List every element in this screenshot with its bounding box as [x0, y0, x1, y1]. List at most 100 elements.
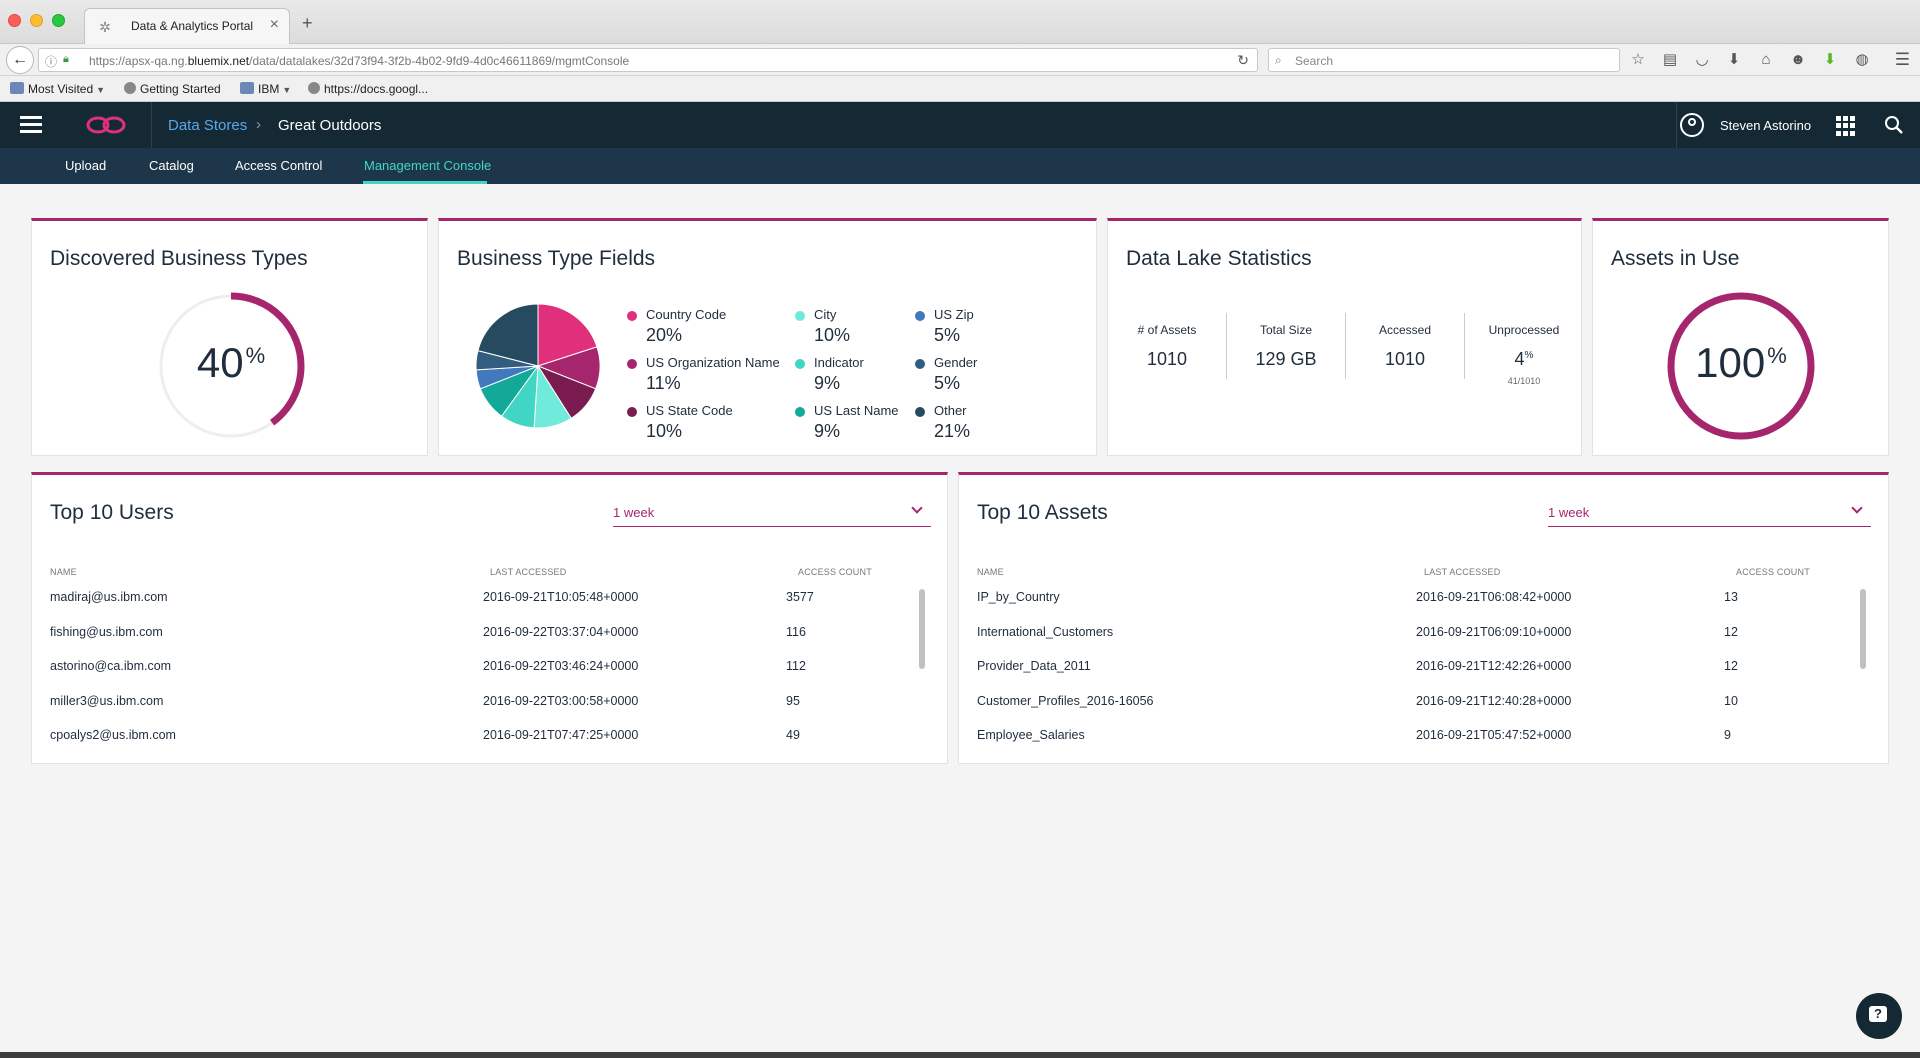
column-header-last-accessed[interactable]: LAST ACCESSED — [1424, 567, 1501, 577]
legend-name: City — [814, 307, 837, 322]
stat-number: 4 — [1514, 349, 1525, 369]
browser-tab[interactable]: ✲ Data & Analytics Portal × — [84, 8, 290, 44]
legend-dot — [915, 407, 925, 417]
help-chat-button[interactable]: ? — [1856, 993, 1902, 1039]
column-header-access-count[interactable]: ACCESS COUNT — [1736, 567, 1810, 577]
period-value: 1 week — [613, 505, 655, 520]
back-button[interactable]: ← — [6, 46, 34, 74]
legend-name: Gender — [934, 355, 978, 370]
table-row[interactable]: astorino@ca.ibm.com 2016-09-22T03:46:24+0… — [32, 659, 947, 693]
hamburger-menu-icon[interactable] — [20, 116, 42, 134]
bookmark-most-visited[interactable]: Most Visited ▼ — [10, 82, 105, 96]
home-icon[interactable]: ⌂ — [1761, 51, 1771, 68]
cell-access-count: 95 — [786, 693, 800, 708]
card-title: Discovered Business Types — [50, 247, 308, 270]
url-bar[interactable]: ⓘ 🔒︎ https://apsx-qa.ng.bluemix.net/data… — [38, 48, 1258, 72]
stat-label: Total Size — [1259, 323, 1313, 337]
stat-assets: # of Assets 1010 — [1108, 323, 1226, 370]
cell-access-count: 116 — [786, 624, 806, 639]
legend-name: US Last Name — [814, 403, 899, 418]
table-row[interactable]: madiraj@us.ibm.com 2016-09-21T10:05:48+00… — [32, 590, 947, 624]
top-users-period-select[interactable]: 1 week — [613, 499, 931, 527]
pocket-icon[interactable]: ◡ — [1695, 51, 1709, 68]
cell-last-accessed: 2016-09-21T07:47:25+0000 — [483, 728, 639, 742]
table-row[interactable]: Provider_Data_2011 2016-09-21T12:42:26+00… — [959, 659, 1888, 693]
close-window-button[interactable] — [8, 14, 21, 27]
business-type-fields-card: Business Type Fields Country Code 20% US O… — [438, 218, 1097, 456]
table-row[interactable]: cpoalys2@us.ibm.com 2016-09-21T07:47:25+0… — [32, 728, 947, 762]
scrollbar-thumb[interactable] — [1860, 589, 1866, 669]
reload-icon[interactable]: ↻ — [1237, 52, 1249, 68]
bookmark-ibm[interactable]: IBM ▼ — [240, 82, 291, 96]
table-row[interactable]: fishing@us.ibm.com 2016-09-22T03:37:04+00… — [32, 625, 947, 659]
column-header-last-accessed[interactable]: LAST ACCESSED — [490, 567, 567, 577]
bookmark-docs[interactable]: https://docs.googl... — [308, 82, 428, 96]
table-row[interactable]: International_Customers 2016-09-21T06:09:… — [959, 625, 1888, 659]
extension-icon[interactable]: ☻ — [1790, 51, 1806, 68]
column-header-name[interactable]: NAME — [977, 567, 1004, 577]
cell-access-count: 10 — [1724, 693, 1738, 708]
info-icon[interactable]: ⓘ — [45, 55, 58, 69]
cell-last-accessed: 2016-09-21T06:08:42+0000 — [1416, 590, 1572, 604]
cell-last-accessed: 2016-09-22T03:37:04+0000 — [483, 624, 639, 639]
new-tab-button[interactable]: + — [302, 13, 313, 33]
table-row[interactable]: IP_by_Country 2016-09-21T06:08:42+0000 13 — [959, 590, 1888, 624]
cell-name: Provider_Data_2011 — [977, 659, 1091, 673]
bookmark-label: https://docs.googl... — [324, 82, 429, 96]
bookmark-star-icon[interactable]: ☆ — [1631, 51, 1645, 68]
tab-title: Data & Analytics Portal — [131, 19, 254, 33]
menu-icon[interactable]: ☰ — [1894, 50, 1910, 69]
download-icon[interactable]: ⬇ — [1727, 51, 1741, 68]
url-text[interactable]: https://apsx-qa.ng.bluemix.net/data/data… — [89, 54, 629, 68]
tab-access-control[interactable]: Access Control — [235, 158, 323, 173]
tab-catalog[interactable]: Catalog — [149, 158, 194, 173]
cell-last-accessed: 2016-09-21T05:47:52+0000 — [1416, 728, 1572, 742]
assets-unit: % — [1767, 343, 1787, 368]
column-header-name[interactable]: NAME — [50, 567, 77, 577]
column-header-access-count[interactable]: ACCESS COUNT — [798, 567, 872, 577]
table-row[interactable]: Customer_Profiles_2016-16056 2016-09-21T1… — [959, 694, 1888, 728]
stat-value: 1010 — [1146, 349, 1188, 369]
legend-name: Indicator — [814, 355, 864, 370]
stat-accessed: Accessed 1010 — [1346, 323, 1464, 370]
table-row[interactable]: miller3@us.ibm.com 2016-09-22T03:00:58+00… — [32, 694, 947, 728]
minimize-window-button[interactable] — [30, 14, 43, 27]
pie-slice[interactable] — [477, 303, 539, 367]
card-title: Top 10 Assets — [977, 501, 1108, 524]
breadcrumb-data-stores[interactable]: Data Stores — [168, 117, 248, 134]
arrow-left-icon: ← — [12, 51, 28, 68]
user-name[interactable]: Steven Astorino — [1720, 118, 1812, 133]
tab-upload[interactable]: Upload — [65, 158, 107, 173]
browser-titlebar: ✲ Data & Analytics Portal × + — [0, 0, 1920, 44]
card-title: Top 10 Users — [50, 501, 174, 524]
bookmark-getting-started[interactable]: Getting Started — [124, 82, 221, 96]
top-assets-period-select[interactable]: 1 week — [1548, 499, 1871, 527]
legend-value: 21% — [934, 421, 971, 441]
top-assets-card: Top 10 Assets 1 week NAME LAST ACCESSED … — [958, 472, 1889, 764]
cell-access-count: 12 — [1724, 624, 1738, 639]
app-switcher-icon[interactable] — [1836, 116, 1856, 136]
maximize-window-button[interactable] — [52, 14, 65, 27]
card-title: Assets in Use — [1611, 247, 1740, 270]
search-icon[interactable] — [1884, 115, 1904, 135]
scrollbar[interactable] — [917, 587, 927, 747]
stat-subtext: 41/1010 — [1507, 376, 1541, 386]
cell-name: madiraj@us.ibm.com — [50, 590, 168, 604]
help-icon: ? — [1874, 1006, 1882, 1021]
scrollbar[interactable] — [1858, 587, 1868, 747]
pie-slice[interactable] — [537, 303, 598, 367]
legend-value: 5% — [934, 373, 961, 393]
green-download-icon[interactable]: ⬇ — [1823, 51, 1837, 68]
url-domain: bluemix.net — [187, 54, 250, 68]
browser-search-bar[interactable]: ⌕ Search — [1268, 48, 1620, 72]
scrollbar-thumb[interactable] — [919, 589, 925, 669]
user-avatar-icon[interactable] — [1680, 113, 1704, 137]
cell-access-count: 9 — [1724, 728, 1731, 742]
table-row[interactable]: Employee_Salaries 2016-09-21T05:47:52+000… — [959, 728, 1888, 762]
globe-icon[interactable]: ◍ — [1855, 51, 1869, 68]
card-title: Business Type Fields — [457, 247, 656, 270]
reading-list-icon[interactable]: ▤ — [1662, 51, 1678, 68]
stat-label: Unprocessed — [1488, 323, 1560, 337]
tab-management-console[interactable]: Management Console — [364, 158, 492, 173]
close-tab-icon[interactable]: × — [269, 16, 279, 33]
